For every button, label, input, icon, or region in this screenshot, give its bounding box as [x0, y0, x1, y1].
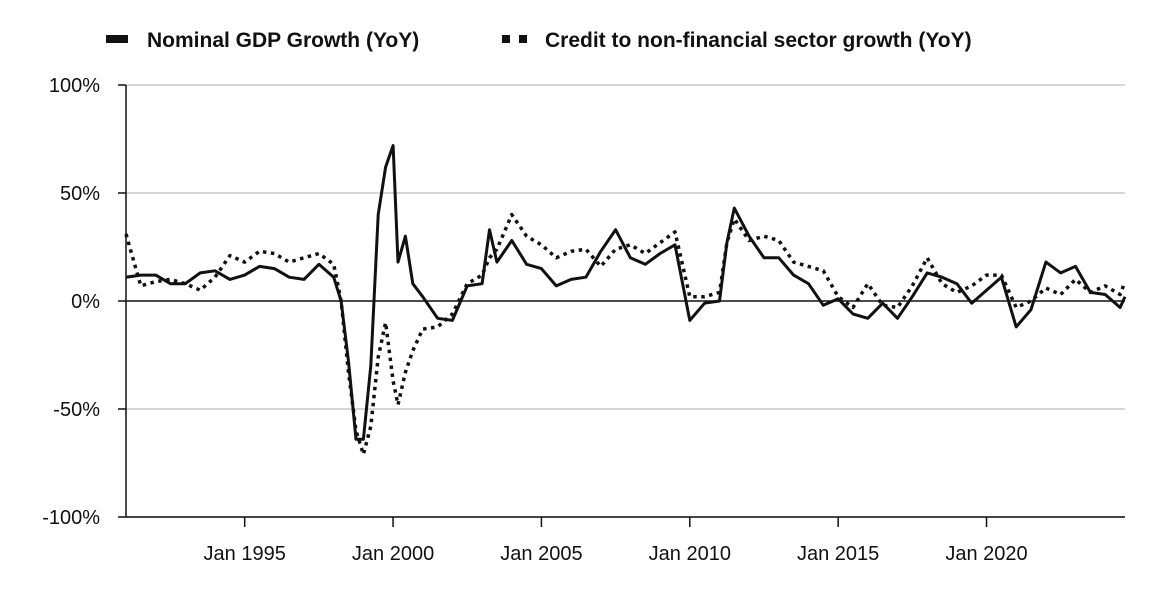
- series-line-nominal-gdp-growth: [125, 144, 1127, 441]
- legend-swatch-dot: [519, 35, 527, 43]
- legend-label-nominal-gdp: Nominal GDP Growth (YoY): [147, 29, 419, 52]
- legend-label-credit-growth: Credit to non-financial sector growth (Y…: [545, 29, 972, 52]
- series-line-credit-growth: [124, 212, 1127, 457]
- series-lines: [124, 144, 1127, 457]
- y-tick-label: -50%: [53, 399, 100, 421]
- x-tick-labels: Jan 1995 Jan 2000 Jan 2005 Jan 2010 Jan 2015…: [204, 543, 1028, 565]
- x-tick-label: Jan 2000: [352, 543, 434, 565]
- x-tick-label: Jan 2010: [649, 543, 731, 565]
- x-tick-label: Jan 2020: [945, 543, 1027, 565]
- y-tick-labels: -100% -50% 0% 50% 100%: [42, 75, 100, 529]
- x-tick-label: Jan 2015: [797, 543, 879, 565]
- legend: Nominal GDP Growth (YoY) Credit to non-fi…: [106, 29, 972, 52]
- y-tick-label: 100%: [49, 75, 100, 97]
- x-tick-label: Jan 2005: [500, 543, 582, 565]
- axes: [118, 84, 1125, 527]
- y-tick-label: -100%: [42, 507, 100, 529]
- legend-swatch-dot: [502, 35, 510, 43]
- legend-swatch-solid: [106, 35, 128, 43]
- y-tick-label: 0%: [71, 291, 100, 313]
- x-tick-label: Jan 1995: [204, 543, 286, 565]
- y-tick-label: 50%: [60, 183, 100, 205]
